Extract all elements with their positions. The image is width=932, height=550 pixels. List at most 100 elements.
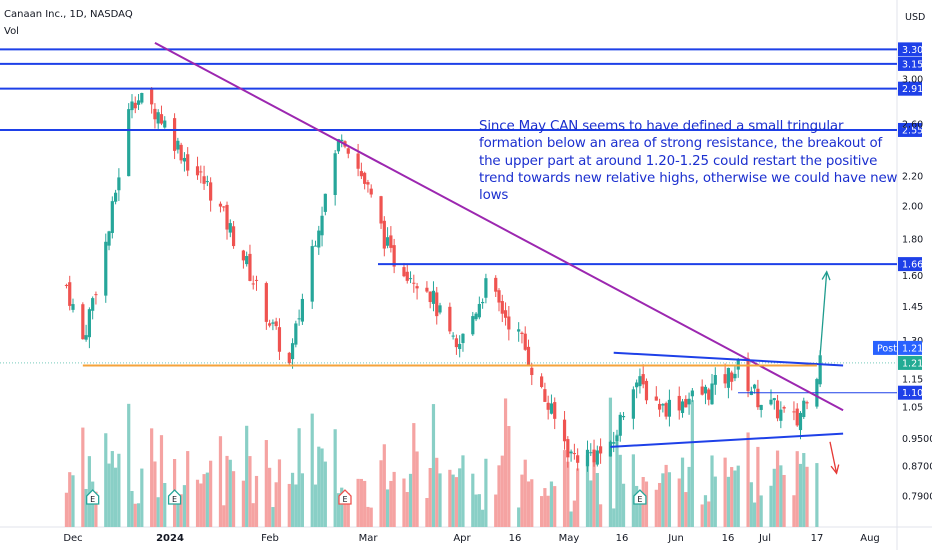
volume-layer [64,397,819,527]
candle [517,329,521,332]
volume-bar [268,467,272,527]
levels-layer [0,48,897,394]
time-tick-label: Apr [453,533,471,544]
volume-bar [615,434,619,527]
volume-bar [589,480,593,527]
candle [481,301,485,304]
level-price-box [898,42,922,57]
candle [340,139,344,142]
candle [638,376,642,387]
candle [369,188,373,195]
volume-bar [379,460,383,527]
volume-bar [438,473,442,527]
volume-bar [549,481,554,527]
price-tick-label: 0.9500 [902,434,932,445]
volume-bar [517,507,521,527]
volume-bar [336,493,341,527]
candle [176,140,180,150]
candle [461,333,465,344]
volume-bar [585,455,590,527]
candle [736,359,740,370]
candle [136,100,141,105]
candle [795,408,799,426]
trendline-descending [154,41,844,412]
candle [497,290,501,303]
candle [549,403,554,414]
volume-bar [385,489,390,527]
volume-bar [408,473,413,527]
candle [228,223,232,233]
candle [805,402,809,404]
candle [621,416,626,418]
volume-bar [500,455,504,527]
candle [346,148,350,154]
volume-bar [654,489,658,527]
candle [431,290,436,304]
volume-bar [346,493,350,527]
volume-bar [274,482,278,527]
level-price-label: 1.66 [902,260,923,271]
volume-bar [412,423,416,527]
volume-bar [543,488,547,527]
volume-bar [159,435,164,527]
volume-bar [592,459,596,527]
volume-bar [287,483,291,527]
volume-bar [458,468,462,527]
volume-bar [300,473,304,527]
volume-bar [798,463,803,527]
candle [726,367,730,388]
candle [562,419,567,442]
volume-bar [218,436,223,527]
candle [451,335,455,337]
candle [254,279,259,281]
candle [336,139,341,152]
volume-bar [638,499,642,527]
time-tick-label: May [559,533,580,544]
volume-bar [815,463,819,527]
candle [245,256,249,265]
price-axis[interactable]: 3.30 3.15 2.91 2.55 1.66 1.10 3.00 2.60 2.20 2.00… [873,42,932,503]
arrow-up [819,271,828,356]
candle [710,383,714,405]
volume-bar [117,453,121,527]
candle [566,439,570,458]
candle [264,283,268,322]
volume-bar [497,465,501,527]
trendline-triangle-bottom [610,432,844,448]
time-tick-label: 16 [616,533,629,544]
price-tick-label: 1.45 [902,302,923,313]
candle [474,313,478,320]
last-price-label: 1.21 [902,358,923,369]
volume-bar [392,471,396,527]
candle [664,403,668,417]
candle [412,282,416,284]
volume-bar [481,509,485,527]
candle [818,355,822,385]
candle [543,389,547,402]
volume-bar [156,497,160,527]
candle [595,450,599,465]
volume-bar [451,474,455,527]
candle [317,230,321,248]
candle [792,411,796,413]
candle [746,358,750,392]
candle [313,245,318,247]
time-axis[interactable]: Dec 2024 Feb Mar Apr 16 May 16 Jun 16 Jul 17 Aug [63,533,879,544]
candle [756,388,760,408]
volume-bar [687,466,691,527]
volume-bar [779,465,783,527]
volume-bar [415,451,419,527]
candle [333,153,337,195]
volume-bar [431,404,436,527]
candle [576,455,580,463]
candle [225,204,229,230]
volume-bar [405,492,409,527]
candle [140,92,144,103]
volume-bar [297,428,301,527]
volume-bar [733,470,737,527]
volume-bar [363,480,367,527]
candle [241,250,246,261]
candle [530,367,534,376]
candle [435,292,439,317]
